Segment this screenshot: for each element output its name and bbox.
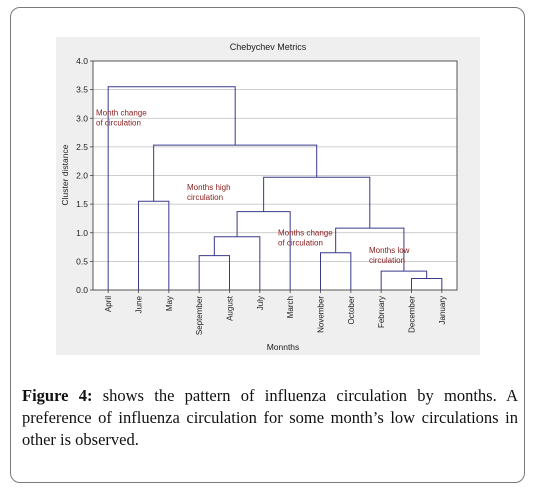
figure-caption: Figure 4: shows the pattern of influenza… <box>22 385 518 451</box>
y-tick-label: 1.0 <box>76 228 88 238</box>
y-tick-label: 0.0 <box>76 285 88 295</box>
dendrogram-link <box>107 86 236 290</box>
x-tick-label: June <box>135 295 144 313</box>
annotation-label: circulation <box>369 256 405 265</box>
caption-text: shows the pattern of influenza circulati… <box>22 386 518 449</box>
x-tick-label: May <box>165 296 174 311</box>
chart-title: Chebychev Metrics <box>230 42 307 52</box>
y-axis-label: Cluster distance <box>60 144 70 205</box>
y-tick-label: 2.5 <box>76 142 88 152</box>
plot-frame <box>92 60 458 291</box>
x-tick-labels: April June May September August July March Nove… <box>104 295 447 335</box>
annotation-label: of circulation <box>278 239 323 248</box>
annotation-label: circulation <box>187 193 223 202</box>
annotation-label: Months high <box>187 183 231 192</box>
x-axis-label: Monnths <box>267 342 300 352</box>
y-tick-label: 3.5 <box>76 85 88 95</box>
x-tick-label: April <box>104 296 113 312</box>
y-tick-label: 1.5 <box>76 199 88 209</box>
x-tick-label: January <box>438 296 447 324</box>
y-tick-label: 0.5 <box>76 256 88 266</box>
x-tick-label: November <box>317 296 326 333</box>
x-tick-label: August <box>226 295 235 321</box>
x-tick-label: October <box>347 296 356 325</box>
axes <box>90 60 458 293</box>
y-tick-label: 2.0 <box>76 171 88 181</box>
annotation-label: of circulation <box>96 118 141 127</box>
annotation-label: Month change <box>96 108 147 117</box>
y-tick-label: 3.0 <box>76 113 88 123</box>
dendrogram-links <box>107 86 443 290</box>
annotation-label: Months low <box>369 246 410 255</box>
y-tick-label: 4.0 <box>76 56 88 66</box>
annotation-label: Months change <box>278 229 333 238</box>
x-tick-label: March <box>286 296 295 318</box>
caption-label: Figure 4: <box>22 386 93 405</box>
y-tick-labels: 0.0 0.5 1.0 1.5 2.0 2.5 3.0 3.5 4.0 <box>76 56 88 295</box>
x-tick-label: September <box>195 296 204 335</box>
x-tick-label: December <box>408 296 417 333</box>
x-tick-label: July <box>256 296 265 310</box>
x-tick-label: February <box>377 296 386 328</box>
